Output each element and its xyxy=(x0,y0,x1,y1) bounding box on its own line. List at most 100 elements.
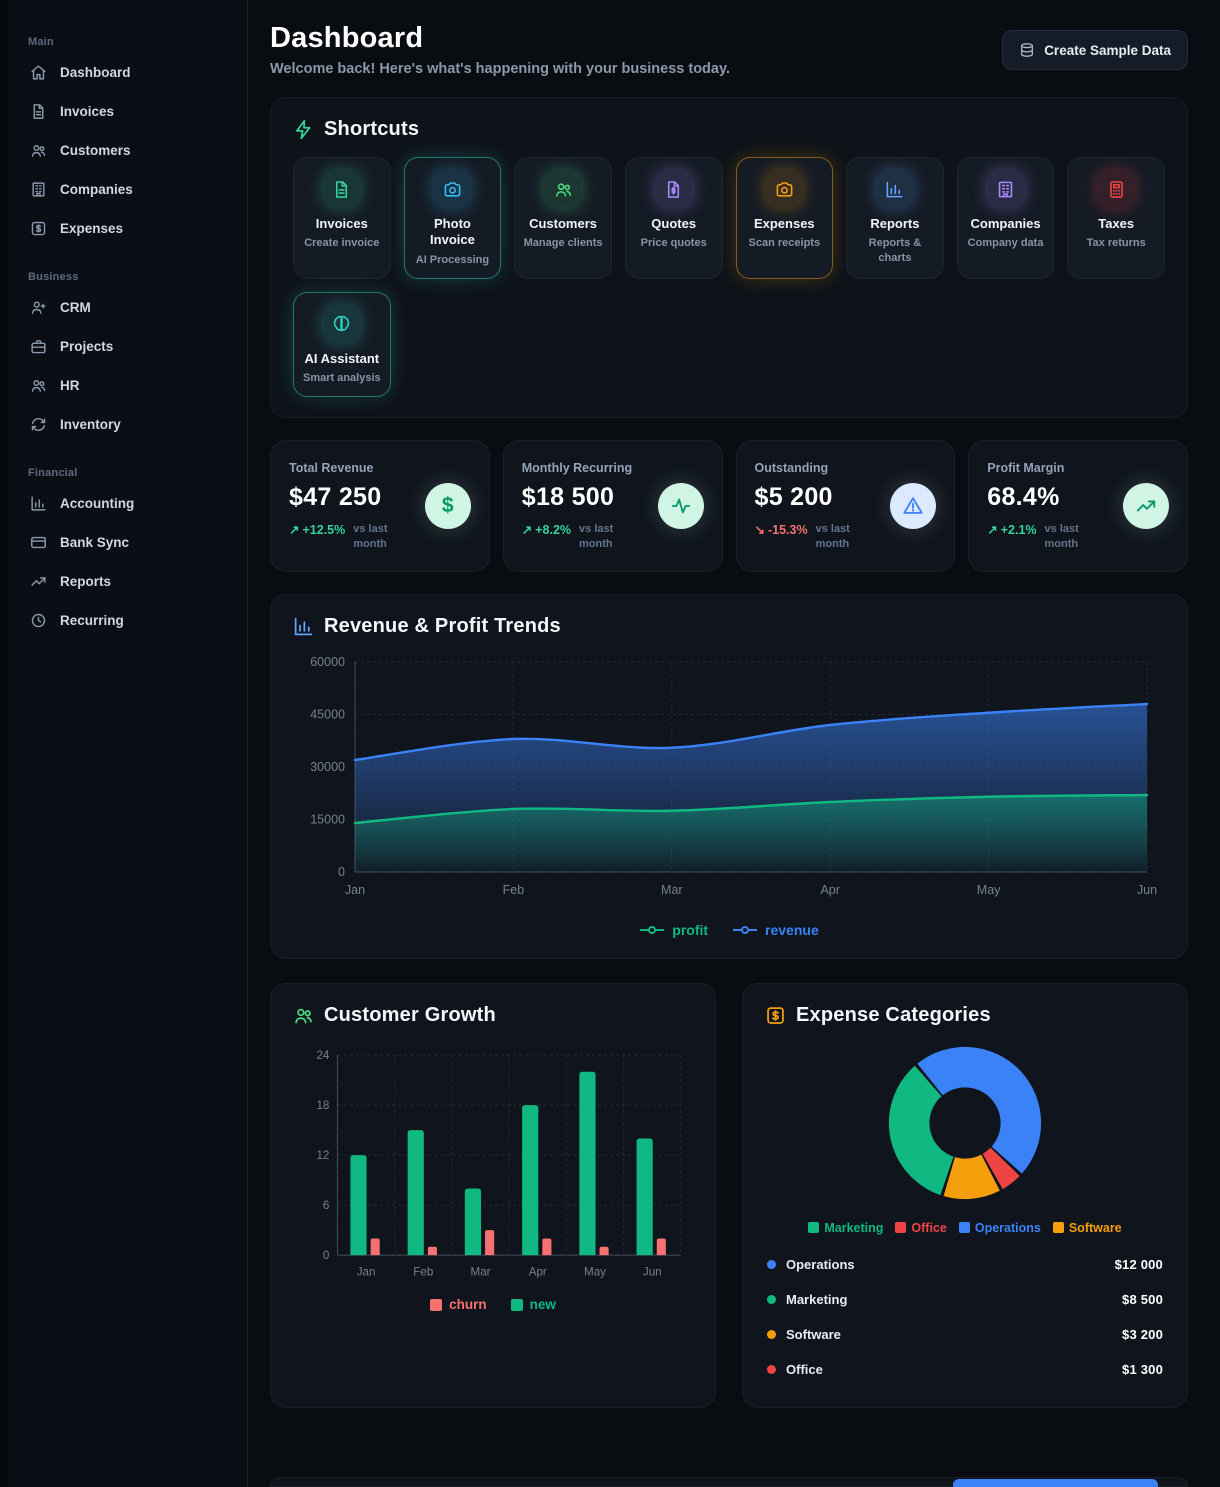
alert-triangle-icon xyxy=(890,483,937,530)
bar-chart-icon xyxy=(30,495,47,512)
shortcut-subtitle: Reports & charts xyxy=(868,237,922,264)
sidebar-item-customers[interactable]: Customers xyxy=(18,132,237,169)
svg-text:Jan: Jan xyxy=(345,883,365,897)
shortcuts-grid: Invoices Create invoice Photo Invoice AI… xyxy=(293,157,1165,398)
legend-operations[interactable]: Operations xyxy=(958,1221,1041,1235)
svg-text:Jan: Jan xyxy=(357,1265,376,1278)
stat-value: $5 200 xyxy=(754,483,833,512)
create-sample-data-button[interactable]: Create Sample Data xyxy=(1002,30,1188,70)
revenue-profit-area-chart: 0 15000 30000 45000 60000 Jan Feb Mar Apr May Jun xyxy=(310,655,1157,897)
expense-donut-chart xyxy=(888,1046,1042,1200)
shortcut-ai-assistant[interactable]: AI Assistant Smart analysis xyxy=(293,291,391,398)
sidebar-item-label: HR xyxy=(60,378,80,393)
sidebar-item-invoices[interactable]: Invoices xyxy=(18,93,237,130)
legend-software[interactable]: Software xyxy=(1052,1221,1122,1235)
sidebar-item-crm[interactable]: CRM xyxy=(18,289,237,326)
svg-text:60000: 60000 xyxy=(310,655,345,669)
shortcut-subtitle: Create invoice xyxy=(304,237,380,250)
svg-text:6: 6 xyxy=(323,1199,329,1212)
expense-amount: $12 000 xyxy=(1114,1256,1163,1272)
building-icon xyxy=(987,171,1024,207)
stat-label: Profit Margin xyxy=(987,461,1065,476)
shortcut-photo-invoice[interactable]: Photo Invoice AI Processing xyxy=(403,157,502,279)
main-content: Dashboard Welcome back! Here's what's ha… xyxy=(248,0,1220,1487)
page-title: Dashboard xyxy=(270,22,424,54)
svg-text:May: May xyxy=(584,1265,606,1278)
next-section-accent xyxy=(953,1479,1158,1487)
stat-label: Total Revenue xyxy=(289,461,374,476)
dollar-icon: $ xyxy=(424,483,471,530)
database-icon xyxy=(1019,42,1035,58)
home-icon xyxy=(30,64,47,81)
users-icon xyxy=(30,377,47,394)
shortcut-title: AI Assistant xyxy=(304,350,380,366)
sidebar-item-projects[interactable]: Projects xyxy=(18,328,237,365)
svg-text:45000: 45000 xyxy=(310,707,345,721)
shortcut-subtitle: Smart analysis xyxy=(302,372,381,385)
sidebar-item-dashboard[interactable]: Dashboard xyxy=(18,54,237,91)
swatch-icon xyxy=(1052,1222,1064,1234)
svg-text:Feb: Feb xyxy=(503,883,525,897)
stat-monthly-recurring: Monthly Recurring $18 500 ↗ +8.2% vs last… xyxy=(502,440,723,572)
clock-icon xyxy=(30,612,47,629)
shortcut-invoices[interactable]: Invoices Create invoice xyxy=(293,157,391,279)
svg-text:May: May xyxy=(977,883,1001,897)
stat-value: $47 250 xyxy=(289,483,382,512)
shortcut-subtitle: Price quotes xyxy=(640,237,707,250)
sidebar-item-inventory[interactable]: Inventory xyxy=(18,406,237,443)
stat-value: 68.4% xyxy=(987,483,1060,512)
swatch-icon xyxy=(510,1298,523,1311)
svg-text:Apr: Apr xyxy=(529,1265,547,1278)
svg-text:30000: 30000 xyxy=(310,760,345,774)
stat-total-revenue: Total Revenue $47 250 ↗ +12.5% vs last mo… xyxy=(270,440,490,572)
shortcut-title: Reports xyxy=(870,216,920,231)
camera-icon xyxy=(766,171,803,207)
shortcut-quotes[interactable]: Quotes Price quotes xyxy=(624,157,723,279)
shortcut-expenses[interactable]: Expenses Scan receipts xyxy=(735,157,834,279)
create-sample-data-label: Create Sample Data xyxy=(1044,42,1171,58)
swatch-icon xyxy=(895,1222,907,1234)
sidebar-item-companies[interactable]: Companies xyxy=(18,171,237,208)
bar-chart-icon xyxy=(876,171,913,207)
svg-text:15000: 15000 xyxy=(310,812,345,826)
sidebar-item-reports[interactable]: Reports xyxy=(18,563,237,600)
expense-categories-card: Expense Categories Marketing Office xyxy=(742,982,1188,1408)
sidebar-item-label: Expenses xyxy=(60,221,124,236)
sidebar-item-label: Bank Sync xyxy=(60,535,130,550)
expense-amount: $8 500 xyxy=(1122,1291,1163,1307)
dot-icon xyxy=(767,1364,776,1374)
dollar-square-icon xyxy=(765,1005,786,1026)
legend-churn[interactable]: churn xyxy=(430,1297,487,1312)
line-marker-icon xyxy=(733,925,758,934)
legend-profit[interactable]: profit xyxy=(639,922,708,938)
expense-row-software: Software $3 200 xyxy=(765,1317,1165,1352)
sidebar-item-hr[interactable]: HR xyxy=(18,367,237,404)
stat-profit-margin: Profit Margin 68.4% ↗ +2.1% vs last month xyxy=(968,440,1188,572)
customer-growth-card: Customer Growth 0 6 12 18 24 Jan Feb Mar Apr May J… xyxy=(270,982,716,1408)
shortcut-reports[interactable]: Reports Reports & charts xyxy=(846,157,944,279)
expense-legend: Marketing Office Operations Software xyxy=(765,1221,1165,1235)
bottom-row: Customer Growth 0 6 12 18 24 Jan Feb Mar Apr May J… xyxy=(270,982,1188,1408)
stat-delta: ↗ +2.1% xyxy=(987,522,1037,538)
trending-up-icon xyxy=(1123,483,1169,530)
sidebar-item-recurring[interactable]: Recurring xyxy=(18,602,237,639)
trend-arrow-icon: ↗ xyxy=(987,523,998,538)
sidebar-item-expenses[interactable]: Expenses xyxy=(18,210,237,247)
shortcut-customers[interactable]: Customers Manage clients xyxy=(514,157,612,279)
shortcut-companies[interactable]: Companies Company data xyxy=(956,157,1055,279)
user-plus-icon xyxy=(30,299,47,316)
legend-revenue[interactable]: revenue xyxy=(732,922,819,938)
stat-suffix: vs last month xyxy=(353,523,388,550)
sidebar-item-bank-sync[interactable]: Bank Sync xyxy=(18,524,237,561)
legend-new[interactable]: new xyxy=(510,1297,556,1312)
legend-marketing[interactable]: Marketing xyxy=(808,1221,883,1235)
page-header: Dashboard Welcome back! Here's what's ha… xyxy=(270,2,1188,77)
stat-suffix: vs last month xyxy=(579,523,614,550)
shortcut-taxes[interactable]: Taxes Tax returns xyxy=(1067,157,1165,279)
line-marker-icon xyxy=(640,925,665,934)
sidebar: Main Dashboard Invoices Customers Compan… xyxy=(0,0,248,1487)
sidebar-item-label: Companies xyxy=(60,182,133,197)
sidebar-item-accounting[interactable]: Accounting xyxy=(18,485,237,522)
svg-text:Apr: Apr xyxy=(820,883,839,897)
legend-office[interactable]: Office xyxy=(895,1221,947,1235)
